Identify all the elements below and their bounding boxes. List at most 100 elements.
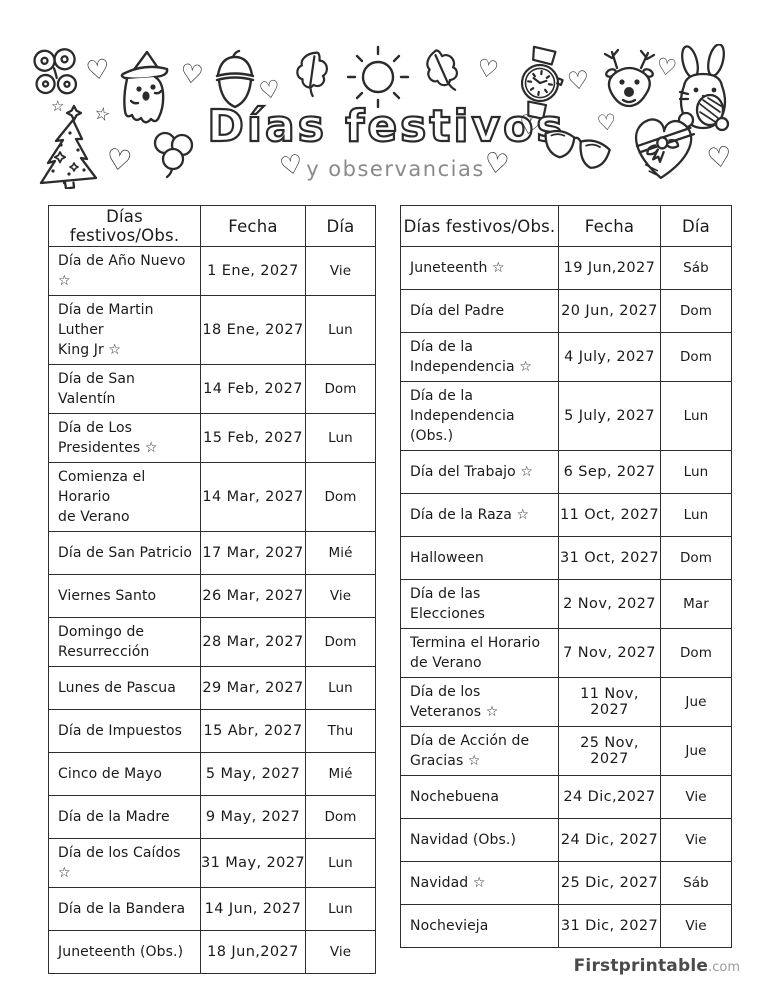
holiday-row: Día de los Veteranos ☆ 11 Nov, 2027 Jue: [400, 677, 732, 727]
heart-chocolate-box-icon: [623, 107, 704, 186]
holiday-day: Lun: [305, 887, 376, 931]
holiday-row: Navidad ☆ 25 Dic, 2027 Sáb: [400, 861, 732, 905]
holiday-day: Vie: [305, 246, 376, 296]
holiday-date: 2 Nov, 2027: [558, 579, 661, 629]
oak-leaf-icon: [286, 45, 337, 103]
holiday-row: Día del Padre 20 Jun, 2027 Dom: [400, 289, 732, 333]
holiday-date: 14 Jun, 2027: [200, 887, 306, 931]
holiday-date: 7 Nov, 2027: [558, 628, 661, 678]
holiday-date: 24 Dic, 2027: [558, 818, 661, 862]
sunglasses-icon: [535, 119, 617, 183]
holiday-day: Lun: [305, 413, 376, 463]
holiday-row: Día de la Madre 9 May, 2027 Dom: [48, 795, 376, 839]
butterfly-icon: [26, 42, 87, 106]
wrist-watch-icon: [508, 43, 572, 124]
holiday-name: Día de los Veteranos ☆: [400, 677, 559, 727]
holiday-name: Día de Impuestos: [48, 709, 201, 753]
holiday-day: Vie: [660, 818, 732, 862]
holiday-name: Día de Los Presidentes ☆: [48, 413, 201, 463]
holiday-name: Nochevieja: [400, 904, 559, 948]
holiday-date: 14 Mar, 2027: [200, 462, 306, 532]
holiday-name: Termina el Horario de Verano: [400, 628, 559, 678]
holiday-day: Lun: [660, 450, 732, 494]
holidays-table-second-half: Días festivos/Obs. Fecha Día Juneteenth ☆ 1…: [400, 205, 732, 948]
holiday-day: Mié: [305, 531, 376, 575]
holiday-name: Lunes de Pascua: [48, 666, 201, 710]
holidays-table-first-half: Días festivos/Obs. Fecha Día Día de Año Nu…: [48, 205, 376, 974]
holiday-day: Dom: [660, 536, 732, 580]
holiday-day: Sáb: [660, 246, 732, 290]
holiday-day: Thu: [305, 709, 376, 753]
ghost-witch-hat-icon: [111, 49, 175, 133]
holiday-name: Día del Padre: [400, 289, 559, 333]
holiday-row: Día de las Elecciones 2 Nov, 2027 Mar: [400, 579, 732, 629]
holiday-row: Termina el Horario de Verano 7 Nov, 2027 D…: [400, 628, 732, 678]
oak-leaf-icon: [414, 42, 469, 103]
holiday-day: Lun: [660, 493, 732, 537]
holiday-date: 25 Dic, 2027: [558, 861, 661, 905]
holiday-row: Día de la Raza ☆ 11 Oct, 2027 Lun: [400, 493, 732, 537]
holiday-day: Mar: [660, 579, 732, 629]
page-title: Días festivos: [206, 100, 566, 153]
holiday-date: 26 Mar, 2027: [200, 574, 306, 618]
holiday-date: 5 July, 2027: [558, 381, 661, 451]
column-header: Día: [305, 205, 376, 247]
holiday-date: 5 May, 2027: [200, 752, 306, 796]
column-header: Días festivos/Obs.: [400, 205, 559, 247]
acorn-icon: [211, 49, 259, 113]
holiday-date: 9 May, 2027: [200, 795, 306, 839]
holiday-row: Comienza el Horario de Verano 14 Mar, 202…: [48, 462, 376, 532]
holiday-name: Viernes Santo: [48, 574, 201, 618]
holiday-name: Nochebuena: [400, 775, 559, 819]
holiday-date: 4 July, 2027: [558, 332, 661, 382]
footer-brand-suffix: .com: [708, 960, 740, 975]
holiday-name: Navidad ☆: [400, 861, 559, 905]
header-row: Días festivos/Obs. Fecha Día: [400, 205, 732, 247]
page-subtitle: y observancias: [306, 157, 485, 181]
holiday-date: 24 Dic,2027: [558, 775, 661, 819]
holiday-name: Día de Martin Luther King Jr ☆: [48, 295, 201, 365]
holiday-name: Día de la Bandera: [48, 887, 201, 931]
holiday-date: 31 May, 2027: [200, 838, 306, 888]
holiday-day: Mié: [305, 752, 376, 796]
holiday-day: Jue: [660, 677, 732, 727]
holiday-date: 15 Feb, 2027: [200, 413, 306, 463]
holiday-date: 1 Ene, 2027: [200, 246, 306, 296]
holiday-name: Día de San Patricio: [48, 531, 201, 575]
holiday-row: Día de Los Presidentes ☆ 15 Feb, 2027 Lun: [48, 413, 376, 463]
column-header: Fecha: [200, 205, 306, 247]
holiday-date: 17 Mar, 2027: [200, 531, 306, 575]
heart-icon: ♡: [704, 139, 735, 176]
column-header: Días festivos/Obs.: [48, 205, 201, 247]
column-header: Día: [660, 205, 732, 247]
holiday-row: Día de la Bandera 14 Jun, 2027 Lun: [48, 887, 376, 931]
holiday-row: Día de los Caídos ☆ 31 May, 2027 Lun: [48, 838, 376, 888]
holiday-name: Domingo de Resurrección: [48, 617, 201, 667]
star-icon: ☆: [51, 97, 65, 115]
holiday-name: Día del Trabajo ☆: [400, 450, 559, 494]
header-row: Días festivos/Obs. Fecha Día: [48, 205, 376, 247]
holiday-date: 11 Nov, 2027: [558, 677, 661, 727]
holiday-name: Día de las Elecciones: [400, 579, 559, 629]
holiday-day: Dom: [660, 332, 732, 382]
holiday-name: Día de Año Nuevo ☆: [48, 246, 201, 296]
christmas-tree-icon: [36, 103, 102, 189]
holiday-row: Nochebuena 24 Dic,2027 Vie: [400, 775, 732, 819]
holiday-row: Día de la Independencia ☆ 4 July, 2027 Dom: [400, 332, 732, 382]
holiday-name: Día de la Independencia (Obs.): [400, 381, 559, 451]
holiday-date: 15 Abr, 2027: [200, 709, 306, 753]
holiday-row: Nochevieja 31 Dic, 2027 Vie: [400, 904, 732, 948]
holiday-row: Día de Impuestos 15 Abr, 2027 Thu: [48, 709, 376, 753]
holiday-row: Navidad (Obs.) 24 Dic, 2027 Vie: [400, 818, 732, 862]
holiday-day: Dom: [660, 628, 732, 678]
holiday-name: Comienza el Horario de Verano: [48, 462, 201, 532]
holiday-row: Día del Trabajo ☆ 6 Sep, 2027 Lun: [400, 450, 732, 494]
holiday-name: Día de la Madre: [48, 795, 201, 839]
holiday-day: Vie: [305, 574, 376, 618]
heart-icon: ♡: [178, 58, 205, 92]
heart-icon: ♡: [474, 53, 501, 85]
column-header: Fecha: [558, 205, 661, 247]
holiday-date: 18 Jun,2027: [200, 930, 306, 974]
holiday-day: Dom: [305, 364, 376, 414]
